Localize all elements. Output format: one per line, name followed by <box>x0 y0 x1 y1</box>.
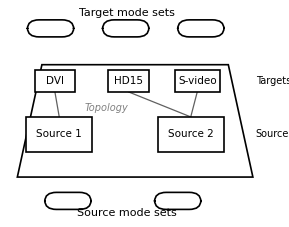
Text: S-video: S-video <box>178 76 216 86</box>
Text: Targets: Targets <box>256 76 289 86</box>
Text: Source 2: Source 2 <box>168 129 214 140</box>
FancyBboxPatch shape <box>175 70 220 92</box>
Text: HD15: HD15 <box>114 76 143 86</box>
Text: Source mode sets: Source mode sets <box>77 208 177 218</box>
FancyBboxPatch shape <box>108 70 149 92</box>
FancyBboxPatch shape <box>26 117 92 152</box>
Text: Source 1: Source 1 <box>36 129 82 140</box>
Text: Topology: Topology <box>85 103 129 113</box>
Text: Target mode sets: Target mode sets <box>79 8 175 18</box>
FancyBboxPatch shape <box>35 70 75 92</box>
FancyBboxPatch shape <box>158 117 224 152</box>
Text: DVI: DVI <box>46 76 64 86</box>
Text: Sources: Sources <box>256 129 289 139</box>
